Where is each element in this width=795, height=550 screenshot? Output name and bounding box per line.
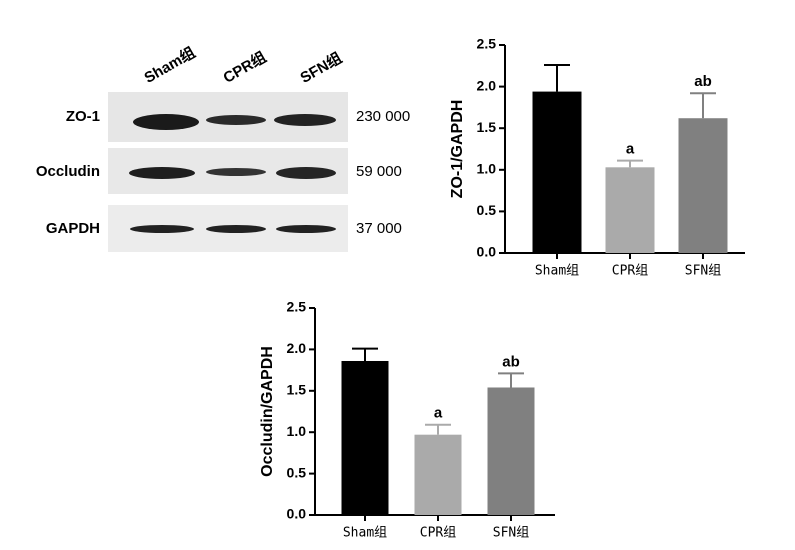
bar (487, 387, 535, 515)
y-axis-label: Occludin/GAPDH (259, 346, 276, 477)
bar (532, 91, 582, 253)
row-label: Occludin (36, 163, 100, 180)
y-tick-label: 1.0 (477, 161, 497, 177)
y-tick-label: 2.5 (287, 299, 307, 315)
mw-label: 59 000 (356, 163, 402, 180)
lane-label: CPR组 (220, 48, 269, 87)
y-tick-label: 0.5 (287, 464, 307, 480)
significance-label: a (626, 141, 635, 158)
y-tick-label: 1.5 (477, 119, 497, 135)
y-axis-label: ZO-1/GAPDH (449, 100, 466, 199)
significance-label: ab (694, 73, 712, 90)
y-tick-label: 0.0 (287, 506, 307, 522)
band (133, 114, 199, 130)
band (206, 225, 266, 233)
x-tick-label: CPR组 (420, 526, 456, 541)
lane-label: Sham组 (141, 43, 198, 87)
band (274, 114, 336, 126)
band (206, 115, 266, 125)
band (276, 167, 336, 179)
x-tick-label: SFN组 (493, 526, 529, 541)
y-tick-label: 0.5 (477, 202, 497, 218)
x-tick-label: CPR组 (612, 264, 648, 279)
blot-panel: Sham组 CPR组 SFN组 ZO-1 Occludin GAPDH 230 … (36, 43, 410, 252)
y-tick-label: 0.0 (477, 244, 497, 260)
y-tick-label: 1.0 (287, 423, 307, 439)
mw-label: 37 000 (356, 220, 402, 237)
y-tick-label: 2.0 (287, 340, 307, 356)
lane-label: SFN组 (297, 49, 345, 87)
bar (678, 118, 728, 253)
x-tick-label: Sham组 (535, 264, 579, 279)
row-label: GAPDH (46, 220, 100, 237)
x-tick-label: Sham组 (343, 526, 387, 541)
x-tick-label: SFN组 (685, 264, 721, 279)
significance-label: ab (502, 353, 520, 370)
bar (414, 434, 462, 515)
y-tick-label: 1.5 (287, 382, 307, 398)
band (206, 168, 266, 176)
band (129, 167, 195, 179)
band (130, 225, 194, 233)
significance-label: a (434, 405, 443, 422)
bar (605, 167, 655, 253)
row-label: ZO-1 (66, 108, 100, 125)
bar (341, 360, 389, 515)
mw-label: 230 000 (356, 108, 410, 125)
y-tick-label: 2.5 (477, 36, 497, 52)
y-tick-label: 2.0 (477, 77, 497, 93)
band (276, 225, 336, 233)
